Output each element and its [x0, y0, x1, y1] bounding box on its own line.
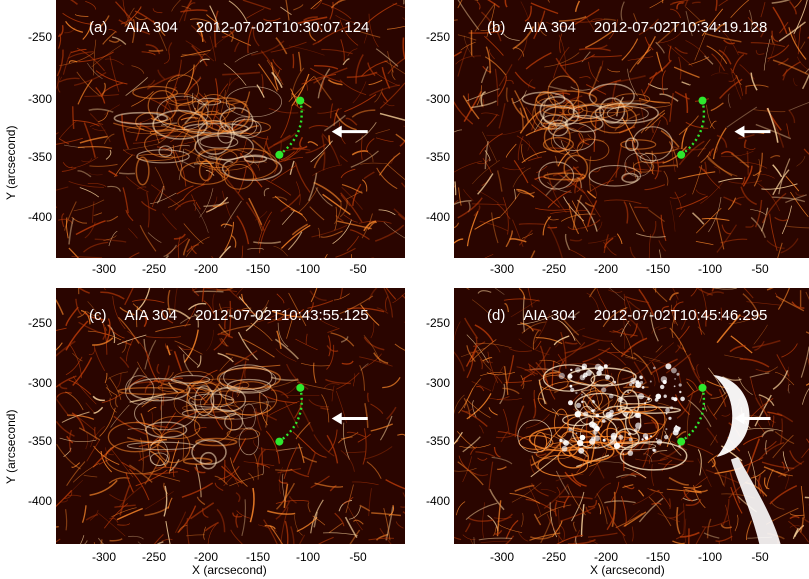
loop-trace: [278, 100, 303, 156]
panel-c: (c) AIA 304 2012-07-02T10:43:55.125 -250 -…: [0, 288, 405, 579]
xtick: -100: [697, 550, 723, 564]
xtick: -50: [349, 550, 367, 564]
timestamp-label: 2012-07-02T10:30:07.124: [195, 19, 370, 36]
ytick: -400: [425, 210, 450, 224]
xtick: -300: [489, 550, 515, 564]
xtick: -250: [141, 262, 167, 276]
loop-top-marker: [698, 96, 707, 105]
solar-texture: [454, 0, 809, 258]
loop-overlay: [677, 96, 771, 159]
xtick: -300: [91, 550, 117, 564]
solar-image-c: (c) AIA 304 2012-07-02T10:43:55.125: [56, 288, 405, 544]
instrument-label: AIA 304: [125, 19, 178, 36]
xtick: -200: [593, 262, 619, 276]
loop-overlay: [275, 96, 368, 159]
ytick: -300: [425, 376, 450, 390]
loop-overlay: [677, 383, 771, 446]
instrument-label: AIA 304: [523, 307, 576, 324]
xtick: -200: [193, 262, 219, 276]
arrow-icon: [734, 125, 745, 138]
timestamp-label: 2012-07-02T10:34:19.128: [593, 19, 768, 36]
panel-label: (d): [487, 307, 506, 324]
loop-trace: [680, 100, 706, 156]
xtick: -200: [193, 550, 219, 564]
solar-texture: [56, 0, 405, 258]
xtick: -50: [751, 262, 769, 276]
panel-a: (a) AIA 304 2012-07-02T10:30:07.124 -250 -…: [0, 0, 405, 290]
loop-trace: [278, 387, 303, 443]
ytick: -350: [425, 434, 450, 448]
xtick: -150: [645, 262, 671, 276]
xtick: -300: [489, 262, 515, 276]
loop-overlay: [275, 383, 368, 446]
ytick: -250: [425, 316, 450, 330]
loop-footpoint-marker: [275, 437, 284, 446]
xtick: -200: [593, 550, 619, 564]
xtick: -150: [245, 262, 271, 276]
solar-texture: [454, 288, 809, 544]
xtick: -100: [295, 550, 321, 564]
loop-footpoint-marker: [677, 150, 686, 159]
arrow-icon: [331, 125, 342, 138]
panel-b: (b) AIA 304 2012-07-02T10:34:19.128 -250 -…: [404, 0, 809, 290]
xtick: -150: [645, 550, 671, 564]
xtick: -50: [751, 550, 769, 564]
solar-texture: [56, 288, 405, 544]
instrument-label: AIA 304: [124, 307, 178, 324]
solar-image-b: (b) AIA 304 2012-07-02T10:34:19.128: [454, 0, 809, 258]
loop-top-marker: [698, 383, 707, 392]
xtick: -150: [245, 550, 271, 564]
ytick: -250: [27, 30, 52, 44]
xtick: -250: [541, 262, 567, 276]
xtick: -50: [349, 262, 367, 276]
xtick: -100: [697, 262, 723, 276]
loop-top-marker: [296, 96, 305, 105]
y-axis-label: Y (arcsecond): [4, 125, 18, 200]
ytick: -300: [27, 376, 52, 390]
arrow-icon: [331, 412, 342, 425]
xtick: -300: [91, 262, 117, 276]
ytick: -400: [425, 494, 450, 508]
solar-image-d: (d) AIA 304 2012-07-02T10:45:46.295: [454, 288, 809, 544]
panel-label: (a): [89, 19, 108, 36]
ytick: -350: [425, 150, 450, 164]
xtick: -250: [141, 550, 167, 564]
ytick: -300: [27, 92, 52, 106]
loop-footpoint-marker: [275, 150, 284, 159]
ytick: -350: [27, 434, 52, 448]
ytick: -400: [27, 210, 52, 224]
panel-label: (b): [487, 19, 506, 36]
loop-footpoint-marker: [677, 437, 686, 446]
ytick: -250: [425, 30, 450, 44]
panel-d: (d) AIA 304 2012-07-02T10:45:46.295 -250 -…: [404, 288, 809, 579]
x-axis-label: X (arcsecond): [192, 563, 267, 577]
y-axis-label: Y (arcsecond): [4, 409, 18, 484]
panel-label: (c): [89, 307, 107, 324]
x-axis-label: X (arcsecond): [590, 563, 665, 577]
instrument-label: AIA 304: [523, 19, 576, 36]
loop-top-marker: [296, 383, 305, 392]
ytick: -250: [27, 316, 52, 330]
arrow-icon: [734, 412, 745, 425]
solar-image-a: (a) AIA 304 2012-07-02T10:30:07.124: [56, 0, 405, 258]
xtick: -100: [295, 262, 321, 276]
timestamp-label: 2012-07-02T10:43:55.125: [195, 307, 369, 324]
ytick: -300: [425, 92, 450, 106]
ytick: -400: [27, 494, 52, 508]
timestamp-label: 2012-07-02T10:45:46.295: [593, 307, 768, 324]
xtick: -250: [541, 550, 567, 564]
ytick: -350: [27, 150, 52, 164]
loop-trace: [680, 387, 706, 443]
